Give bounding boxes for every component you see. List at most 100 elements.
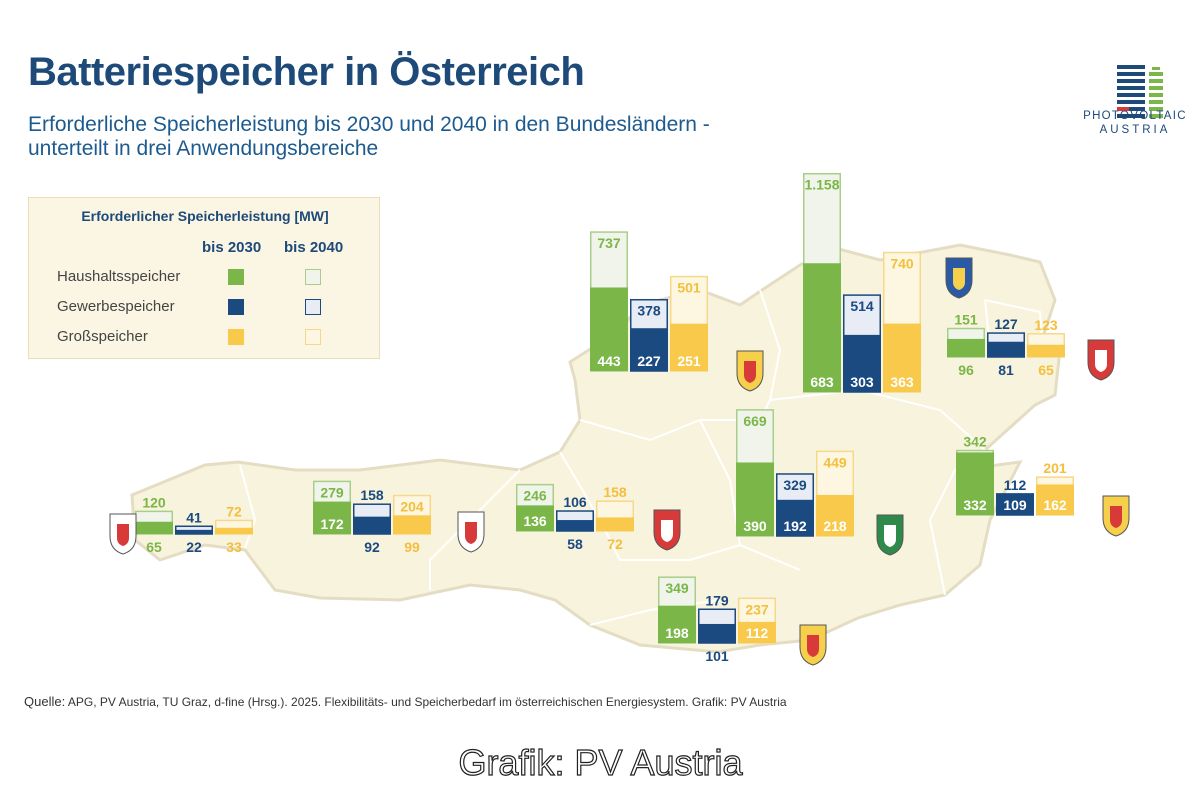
value-label-2040: 329 <box>783 477 807 493</box>
bar-group: 96 151 81 127 65 123 <box>947 312 1065 378</box>
wien-coat-of-arms-icon <box>1087 339 1115 381</box>
niederoesterreich-coat-of-arms-icon <box>945 257 973 299</box>
bar-group: 443 737 227 378 251 501 <box>590 231 708 372</box>
value-label-2040: 237 <box>745 601 769 617</box>
value-label-2030: 33 <box>226 539 242 555</box>
bar-2030-haushalt <box>736 462 774 536</box>
value-label-2030: 72 <box>607 536 623 552</box>
bar-group: 332 342 109 112 162 201 <box>956 434 1074 516</box>
value-label-2040: 342 <box>963 434 987 450</box>
value-label-2030: 303 <box>850 374 874 390</box>
value-label-2030: 227 <box>637 353 661 369</box>
bar-2030-gewerbe <box>556 520 594 531</box>
shield-charge <box>465 522 477 544</box>
logo-text-line-1: PHOTOVOLTAIC <box>1083 110 1187 122</box>
value-label-2030: 332 <box>963 497 987 513</box>
value-label-2030: 363 <box>890 374 914 390</box>
value-label-2040: 112 <box>1004 477 1027 493</box>
bar-2030-gross <box>738 621 776 643</box>
logo-text-line-2: AUSTRIA <box>1099 124 1171 136</box>
legend-swatch-gross-2040 <box>305 329 321 345</box>
subtitle-line-1: Erforderliche Speicherleistung bis 2030 … <box>28 113 710 136</box>
value-label-2030: 58 <box>567 536 583 552</box>
value-label-2040: 449 <box>823 454 847 470</box>
bar-group: 390 669 192 329 218 449 <box>736 409 854 537</box>
value-label-2030: 251 <box>677 353 701 369</box>
bar-2030-haushalt <box>135 521 173 534</box>
value-label-2040: 204 <box>400 499 424 515</box>
photovoltaic-austria-logo-icon <box>1117 65 1163 118</box>
bar-2030-haushalt <box>803 263 841 392</box>
value-label-2040: 246 <box>523 488 547 504</box>
legend-swatch-gross-2030 <box>228 329 244 345</box>
oberoesterreich-coat-of-arms-icon <box>736 350 764 392</box>
legend-row-gewerbe: Gewerbespeicher <box>57 298 175 315</box>
value-label-2040: 123 <box>1034 317 1058 333</box>
legend-swatch-haushalt-2040 <box>305 269 321 285</box>
coat-of-arms-group <box>109 257 1130 666</box>
bar-2030-gross <box>816 494 854 536</box>
value-label-2030: 162 <box>1043 497 1067 513</box>
value-label-2030: 443 <box>597 353 621 369</box>
value-label-2040: 127 <box>994 316 1018 332</box>
value-label-2040: 378 <box>637 303 661 319</box>
source-label: Quelle: <box>24 694 66 709</box>
legend-title: Erforderlicher Speicherleistung [MW] <box>81 208 329 224</box>
bar-2030-gewerbe <box>776 499 814 536</box>
value-label-2040: 179 <box>705 592 729 608</box>
bar-group: 198 349 101 179 112 237 <box>658 576 776 664</box>
value-label-2030: 136 <box>523 513 547 529</box>
bar-2030-gross <box>215 527 253 534</box>
bar-2030-haushalt <box>516 505 554 531</box>
legend-box: Erforderlicher Speicherleistung [MW] bis… <box>28 197 380 359</box>
bar-2030-gewerbe <box>996 494 1034 515</box>
value-label-2040: 514 <box>850 298 874 314</box>
vorarlberg-coat-of-arms-icon <box>109 513 137 555</box>
shield-charge <box>1110 506 1122 528</box>
legend-row-haushalt: Haushaltsspeicher <box>57 268 181 285</box>
value-label-2030: 96 <box>958 362 974 378</box>
bar-2030-haushalt <box>313 501 351 534</box>
source-note: Quelle: APG, PV Austria, TU Graz, d-fine… <box>24 694 787 709</box>
shield-charge <box>953 268 965 290</box>
bar-2030-gross <box>1036 484 1074 515</box>
value-label-2030: 65 <box>146 539 162 555</box>
bar-group: 136 246 58 106 72 158 <box>516 483 634 552</box>
shield-charge <box>807 635 819 657</box>
value-label-2030: 65 <box>1038 362 1054 378</box>
value-label-2040: 740 <box>890 256 914 272</box>
bar-groups: 65 120 22 41 33 72 172 279 92 158 99 204 136 246 58 106… <box>135 172 1074 664</box>
bar-group: 172 279 92 158 99 204 <box>313 480 431 555</box>
value-label-2040: 201 <box>1043 460 1067 476</box>
legend-swatch-haushalt-2030 <box>228 269 244 285</box>
value-label-2040: 1.158 <box>804 177 839 193</box>
value-label-2030: 192 <box>783 518 807 534</box>
kaernten-coat-of-arms-icon <box>799 624 827 666</box>
bar-2030-gewerbe <box>353 516 391 534</box>
value-label-2040: 501 <box>677 280 701 296</box>
burgenland-coat-of-arms-icon <box>1102 495 1130 537</box>
bar-2030-haushalt <box>590 287 628 371</box>
steiermark-coat-of-arms-icon <box>876 514 904 556</box>
value-label-2030: 198 <box>665 625 689 641</box>
page-title: Batteriespeicher in Österreich <box>28 50 585 94</box>
value-label-2030: 218 <box>823 518 847 534</box>
shield-charge <box>661 520 673 542</box>
bar-2030-gross <box>393 515 431 534</box>
value-label-2030: 109 <box>1003 497 1027 513</box>
value-label-2040: 158 <box>360 487 384 503</box>
bar-2030-gewerbe <box>630 328 668 371</box>
bar-group: 65 120 22 41 33 72 <box>135 494 253 555</box>
value-label-2040: 120 <box>142 494 166 510</box>
bar-group: 683 1.158 303 514 363 740 <box>803 172 921 393</box>
bar-2030-gewerbe <box>843 334 881 392</box>
shield-charge <box>744 361 756 383</box>
bar-2030-haushalt <box>956 452 994 515</box>
legend-swatch-gewerbe-2030 <box>228 299 244 315</box>
legend-row-gross: Großspeicher <box>57 328 148 345</box>
source-text: APG, PV Austria, TU Graz, d-fine (Hrsg.)… <box>67 695 787 709</box>
bar-2030-gross <box>670 323 708 371</box>
bar-2030-gross <box>596 517 634 531</box>
legend-swatch-gewerbe-2040 <box>305 299 321 315</box>
